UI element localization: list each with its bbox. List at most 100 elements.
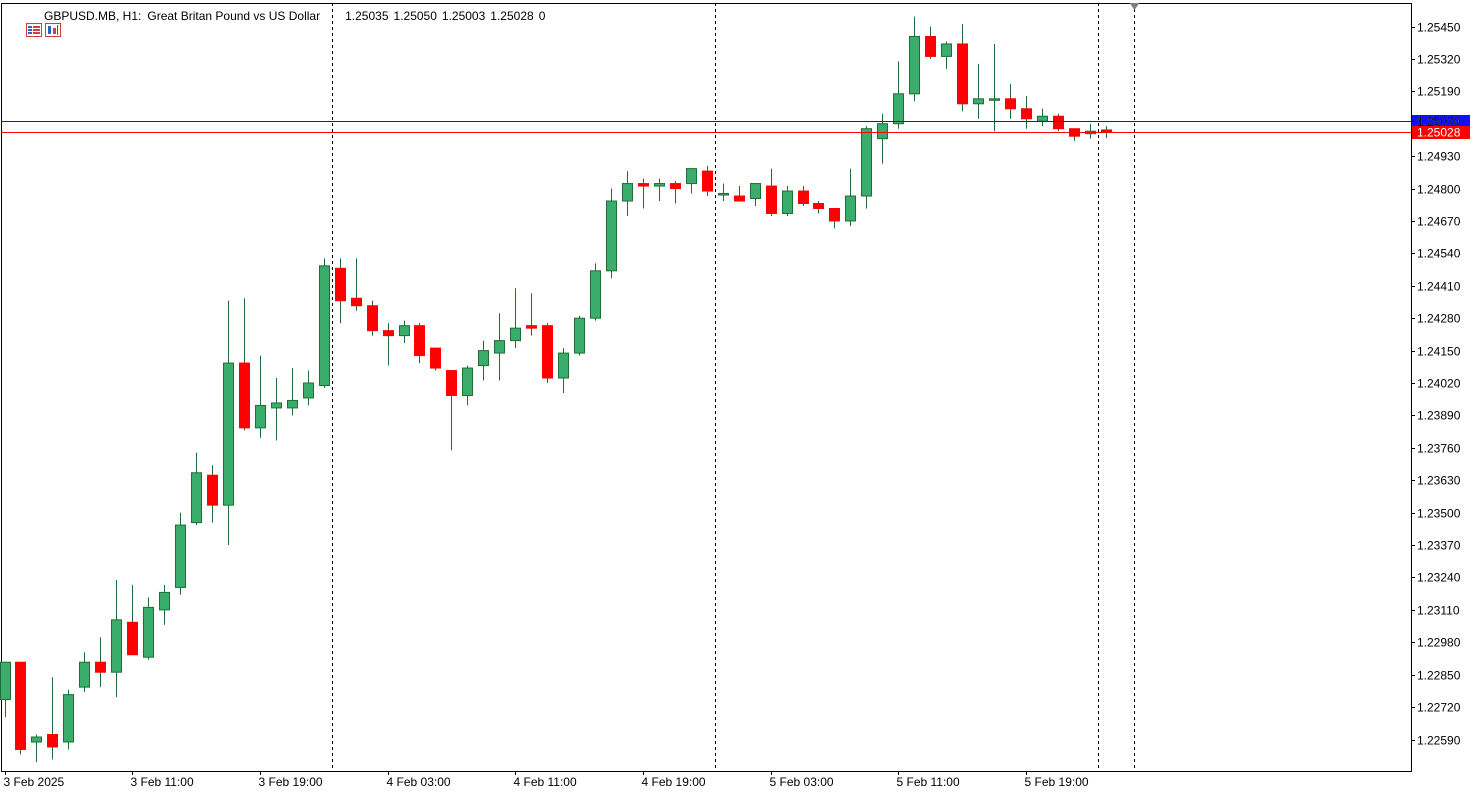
candle-bear-body [1005, 98, 1016, 110]
candle-bull-body [287, 399, 298, 409]
candle [191, 452, 202, 526]
candle-bull-body [750, 183, 761, 200]
price-tick-label: 1.22850 [1417, 669, 1461, 683]
candle [973, 63, 984, 119]
candle-bull-body [303, 382, 314, 399]
candle [590, 263, 601, 321]
candle-bear-body [351, 297, 362, 307]
price-tick-label: 1.23110 [1417, 604, 1460, 618]
candle [606, 188, 617, 279]
price-tick-label: 1.24280 [1417, 312, 1461, 326]
candle-bear-body [670, 183, 681, 190]
candle [95, 637, 106, 688]
candle-bull-body [622, 183, 633, 202]
candle-bear-body [526, 325, 537, 329]
candle-bull-body [319, 265, 330, 386]
candle-bull-body [510, 327, 521, 342]
candle [239, 298, 250, 431]
candle-bear-body [638, 183, 649, 187]
candle [798, 186, 809, 206]
candle [622, 171, 633, 216]
candle [287, 368, 298, 416]
candle [782, 186, 793, 216]
candle-bull-body [558, 352, 569, 379]
candle-bull-body [159, 591, 170, 611]
candle [1053, 113, 1064, 132]
candle [734, 186, 745, 202]
time-tick-label: 3 Feb 2025 [4, 775, 65, 789]
open-price: 1.25035 [345, 9, 389, 23]
candle [63, 689, 74, 750]
price-tick-label: 1.25070 [1417, 115, 1461, 129]
candle [989, 43, 1000, 132]
candle [399, 320, 410, 344]
time-tick-label: 5 Feb 19:00 [1025, 775, 1089, 789]
candle-bull-body [845, 195, 856, 222]
candle-bear-body [798, 190, 809, 205]
candle [1085, 123, 1096, 139]
time-tick-label: 5 Feb 03:00 [770, 775, 834, 789]
candle [143, 597, 154, 660]
price-tick-label: 1.25320 [1417, 53, 1461, 67]
candle-bull-body [478, 350, 489, 367]
candle [1037, 108, 1048, 127]
price-tick-label: 1.23370 [1417, 539, 1461, 553]
candle [558, 348, 569, 393]
candle [0, 661, 11, 718]
candle [925, 26, 936, 59]
candle-bull-body [989, 98, 1000, 101]
candle-bear-body [766, 185, 777, 214]
candle [383, 323, 394, 366]
candle-bull-body [0, 661, 11, 701]
price-tick-label: 1.23240 [1417, 571, 1461, 585]
candle [111, 579, 122, 698]
price-tick-label: 1.25450 [1417, 21, 1461, 35]
candle [159, 584, 170, 625]
symbol-timeframe: GBPUSD.MB, H1: [44, 9, 142, 23]
time-tick-label: 3 Feb 19:00 [259, 775, 323, 789]
candle-bull-body [143, 606, 154, 658]
candle [255, 355, 266, 438]
ask-price-tag [1412, 115, 1470, 128]
chart-window-icon[interactable] [25, 9, 62, 37]
candle-bull-body [63, 694, 74, 743]
bid-price-label: 1.25028 [1417, 126, 1461, 140]
candle-bull-body [175, 524, 186, 588]
candle-bull-body [31, 736, 42, 743]
candle-bull-body [973, 98, 984, 105]
candle [909, 16, 920, 102]
candle [175, 512, 186, 595]
candle-bull-body [590, 270, 601, 319]
candle [654, 178, 665, 202]
candle-bull-body [462, 367, 473, 396]
candle-bull-body [399, 325, 410, 337]
candle-bull-body [606, 200, 617, 272]
candle-bear-body [1021, 108, 1032, 120]
candle-bull-body [223, 362, 234, 506]
candle-bear-body [1101, 129, 1112, 133]
candle [319, 258, 330, 388]
candle [845, 168, 856, 226]
candle-bull-body [255, 404, 266, 429]
price-tick-label: 1.22980 [1417, 636, 1461, 650]
candle [861, 126, 872, 209]
candle [127, 584, 138, 656]
candle-bull-body [877, 123, 888, 140]
candle [718, 183, 729, 202]
time-tick-label: 4 Feb 19:00 [642, 775, 706, 789]
bid-price-tag [1412, 126, 1470, 139]
candle-bear-body [95, 661, 106, 673]
ask-price-label: 1.25070 [1417, 115, 1461, 129]
candle [47, 677, 58, 760]
symbol-list-icon[interactable] [6, 9, 43, 37]
price-tick-label: 1.24930 [1417, 150, 1461, 164]
candle [510, 288, 521, 349]
time-tick-label: 5 Feb 11:00 [897, 775, 960, 789]
candle [430, 347, 441, 371]
candle [877, 113, 888, 164]
high-price: 1.25050 [393, 9, 437, 23]
candle-bear-body [127, 621, 138, 656]
candle [303, 370, 314, 406]
